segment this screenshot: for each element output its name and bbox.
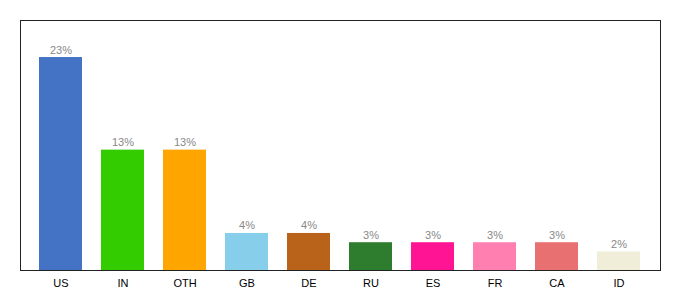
svg-text:4%: 4%: [239, 219, 255, 231]
svg-text:3%: 3%: [363, 229, 379, 241]
svg-text:GB: GB: [239, 277, 255, 289]
svg-text:ES: ES: [426, 277, 441, 289]
svg-text:OTH: OTH: [173, 277, 196, 289]
svg-text:DE: DE: [301, 277, 316, 289]
svg-text:RU: RU: [363, 277, 379, 289]
svg-text:3%: 3%: [487, 229, 503, 241]
svg-text:13%: 13%: [174, 136, 196, 148]
svg-text:23%: 23%: [50, 44, 72, 56]
svg-text:IN: IN: [118, 277, 129, 289]
svg-text:3%: 3%: [425, 229, 441, 241]
svg-text:CA: CA: [549, 277, 565, 289]
svg-text:2%: 2%: [611, 238, 627, 250]
svg-text:US: US: [53, 277, 68, 289]
svg-text:4%: 4%: [301, 219, 317, 231]
svg-text:3%: 3%: [549, 229, 565, 241]
svg-text:FR: FR: [488, 277, 503, 289]
svg-text:ID: ID: [614, 277, 625, 289]
svg-text:13%: 13%: [112, 136, 134, 148]
